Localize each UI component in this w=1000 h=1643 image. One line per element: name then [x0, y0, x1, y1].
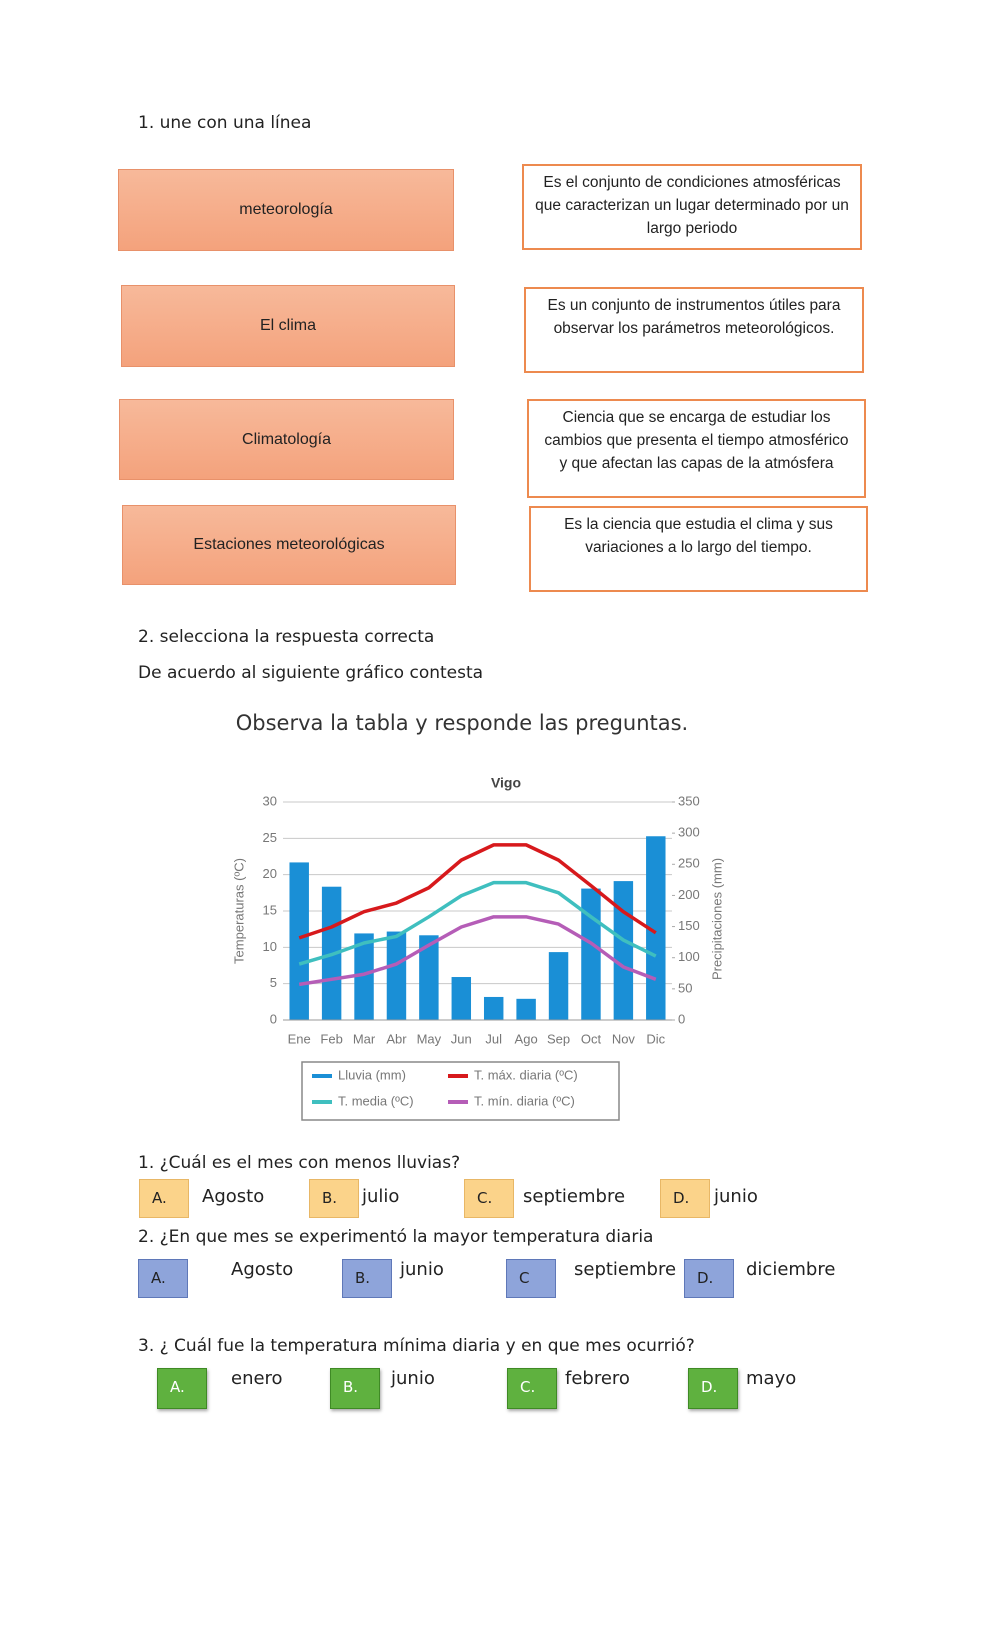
- bar: [581, 888, 601, 1020]
- section-title: 1. une con una línea: [138, 113, 312, 133]
- y-tick-label: 25: [263, 830, 277, 845]
- x-tick-label: Mar: [353, 1031, 376, 1046]
- y2-tick-label: 200: [678, 887, 700, 902]
- bar: [354, 933, 374, 1020]
- option-text[interactable]: junio: [400, 1259, 444, 1280]
- option-text[interactable]: julio: [362, 1186, 400, 1207]
- option-letter[interactable]: D.: [688, 1368, 738, 1409]
- bar: [419, 935, 439, 1020]
- term-box[interactable]: Climatología: [119, 399, 454, 480]
- bar: [548, 952, 569, 1020]
- option-letter[interactable]: C: [506, 1259, 556, 1298]
- section-title: 2. selecciona la respuesta correcta: [138, 627, 435, 647]
- x-tick-label: Sep: [547, 1031, 570, 1046]
- y-tick-label: 0: [270, 1011, 277, 1026]
- y-tick-label: 30: [263, 793, 277, 808]
- line-series: [298, 843, 657, 940]
- option-letter[interactable]: C.: [507, 1368, 557, 1409]
- x-tick-label: Ago: [515, 1031, 538, 1046]
- y2-tick-label: 300: [678, 825, 700, 840]
- x-tick-label: Ene: [288, 1031, 311, 1046]
- line-series: [298, 880, 657, 966]
- y2-tick-label: 150: [678, 918, 700, 933]
- option-text[interactable]: junio: [714, 1186, 758, 1207]
- option-text[interactable]: enero: [231, 1368, 283, 1389]
- question-text: 3. ¿ Cuál fue la temperatura mínima diar…: [138, 1336, 695, 1356]
- x-tick-label: Jun: [451, 1031, 472, 1046]
- option-letter[interactable]: A.: [157, 1368, 207, 1409]
- bar: [289, 862, 309, 1020]
- option-text[interactable]: junio: [391, 1368, 435, 1389]
- x-tick-label: Dic: [646, 1031, 665, 1046]
- legend-label: Lluvia (mm): [338, 1067, 406, 1082]
- bar: [386, 931, 407, 1020]
- definition-box[interactable]: Ciencia que se encarga de estudiar los c…: [527, 399, 866, 498]
- option-text[interactable]: Agosto: [231, 1259, 294, 1280]
- legend-label: T. mín. diaria (ºC): [474, 1093, 575, 1108]
- bar: [516, 998, 536, 1020]
- y-tick-label: 10: [263, 939, 277, 954]
- y2-tick-label: 50: [678, 980, 692, 995]
- question-text: 2. ¿En que mes se experimentó la mayor t…: [138, 1227, 654, 1247]
- definition-box[interactable]: Es la ciencia que estudia el clima y sus…: [529, 506, 868, 592]
- x-tick-label: Abr: [386, 1031, 407, 1046]
- term-box[interactable]: Estaciones meteorológicas: [122, 505, 456, 585]
- option-letter[interactable]: C.: [464, 1179, 514, 1218]
- option-letter[interactable]: B.: [342, 1259, 392, 1298]
- option-letter[interactable]: A.: [139, 1179, 189, 1218]
- line-series: [298, 915, 657, 987]
- y-tick-label: 15: [263, 902, 277, 917]
- y-tick-label: 5: [270, 975, 277, 990]
- term-box[interactable]: meteorología: [118, 169, 454, 251]
- legend-box: [301, 1061, 620, 1121]
- option-text[interactable]: septiembre: [574, 1259, 677, 1280]
- bar: [646, 836, 666, 1020]
- definition-box[interactable]: Es el conjunto de condiciones atmosféric…: [522, 164, 862, 250]
- option-letter[interactable]: D.: [684, 1259, 734, 1298]
- bar: [451, 977, 472, 1020]
- term-box[interactable]: El clima: [121, 285, 455, 367]
- section-intro: De acuerdo al siguiente gráfico contesta: [138, 663, 484, 683]
- question-text: 1. ¿Cuál es el mes con menos lluvias?: [138, 1153, 461, 1173]
- legend-label: T. máx. diaria (ºC): [474, 1067, 578, 1082]
- climate-chart: Vigo 051015202530050100150200250300350Te…: [231, 775, 724, 1121]
- y-tick-label: 20: [263, 866, 277, 881]
- option-text[interactable]: Agosto: [202, 1186, 265, 1207]
- option-text[interactable]: febrero: [565, 1368, 630, 1389]
- x-tick-label: Nov: [612, 1031, 636, 1046]
- x-tick-label: Feb: [320, 1031, 342, 1046]
- x-tick-label: Oct: [581, 1031, 602, 1046]
- y2-axis-label: Precipitaciones (mm): [709, 858, 724, 980]
- x-tick-label: Jul: [485, 1031, 502, 1046]
- bar: [483, 996, 504, 1020]
- option-letter[interactable]: A.: [138, 1259, 188, 1298]
- y2-tick-label: 350: [678, 793, 700, 808]
- y2-tick-label: 100: [678, 949, 700, 964]
- x-tick-label: May: [417, 1031, 442, 1046]
- option-letter[interactable]: B.: [309, 1179, 359, 1218]
- y2-tick-label: 0: [678, 1011, 685, 1026]
- bar: [613, 881, 634, 1020]
- option-text[interactable]: diciembre: [746, 1259, 836, 1280]
- option-text[interactable]: mayo: [746, 1368, 797, 1389]
- legend-label: T. media (ºC): [338, 1093, 414, 1108]
- option-letter[interactable]: D.: [660, 1179, 710, 1218]
- y-axis-label: Temperaturas (ºC): [231, 858, 246, 964]
- y2-tick-label: 250: [678, 856, 700, 871]
- chart-heading: Observa la tabla y responde las pregunta…: [235, 711, 689, 735]
- option-text[interactable]: septiembre: [523, 1186, 626, 1207]
- definition-box[interactable]: Es un conjunto de instrumentos útiles pa…: [524, 287, 864, 373]
- option-letter[interactable]: B.: [330, 1368, 380, 1409]
- chart-title: Vigo: [491, 775, 521, 791]
